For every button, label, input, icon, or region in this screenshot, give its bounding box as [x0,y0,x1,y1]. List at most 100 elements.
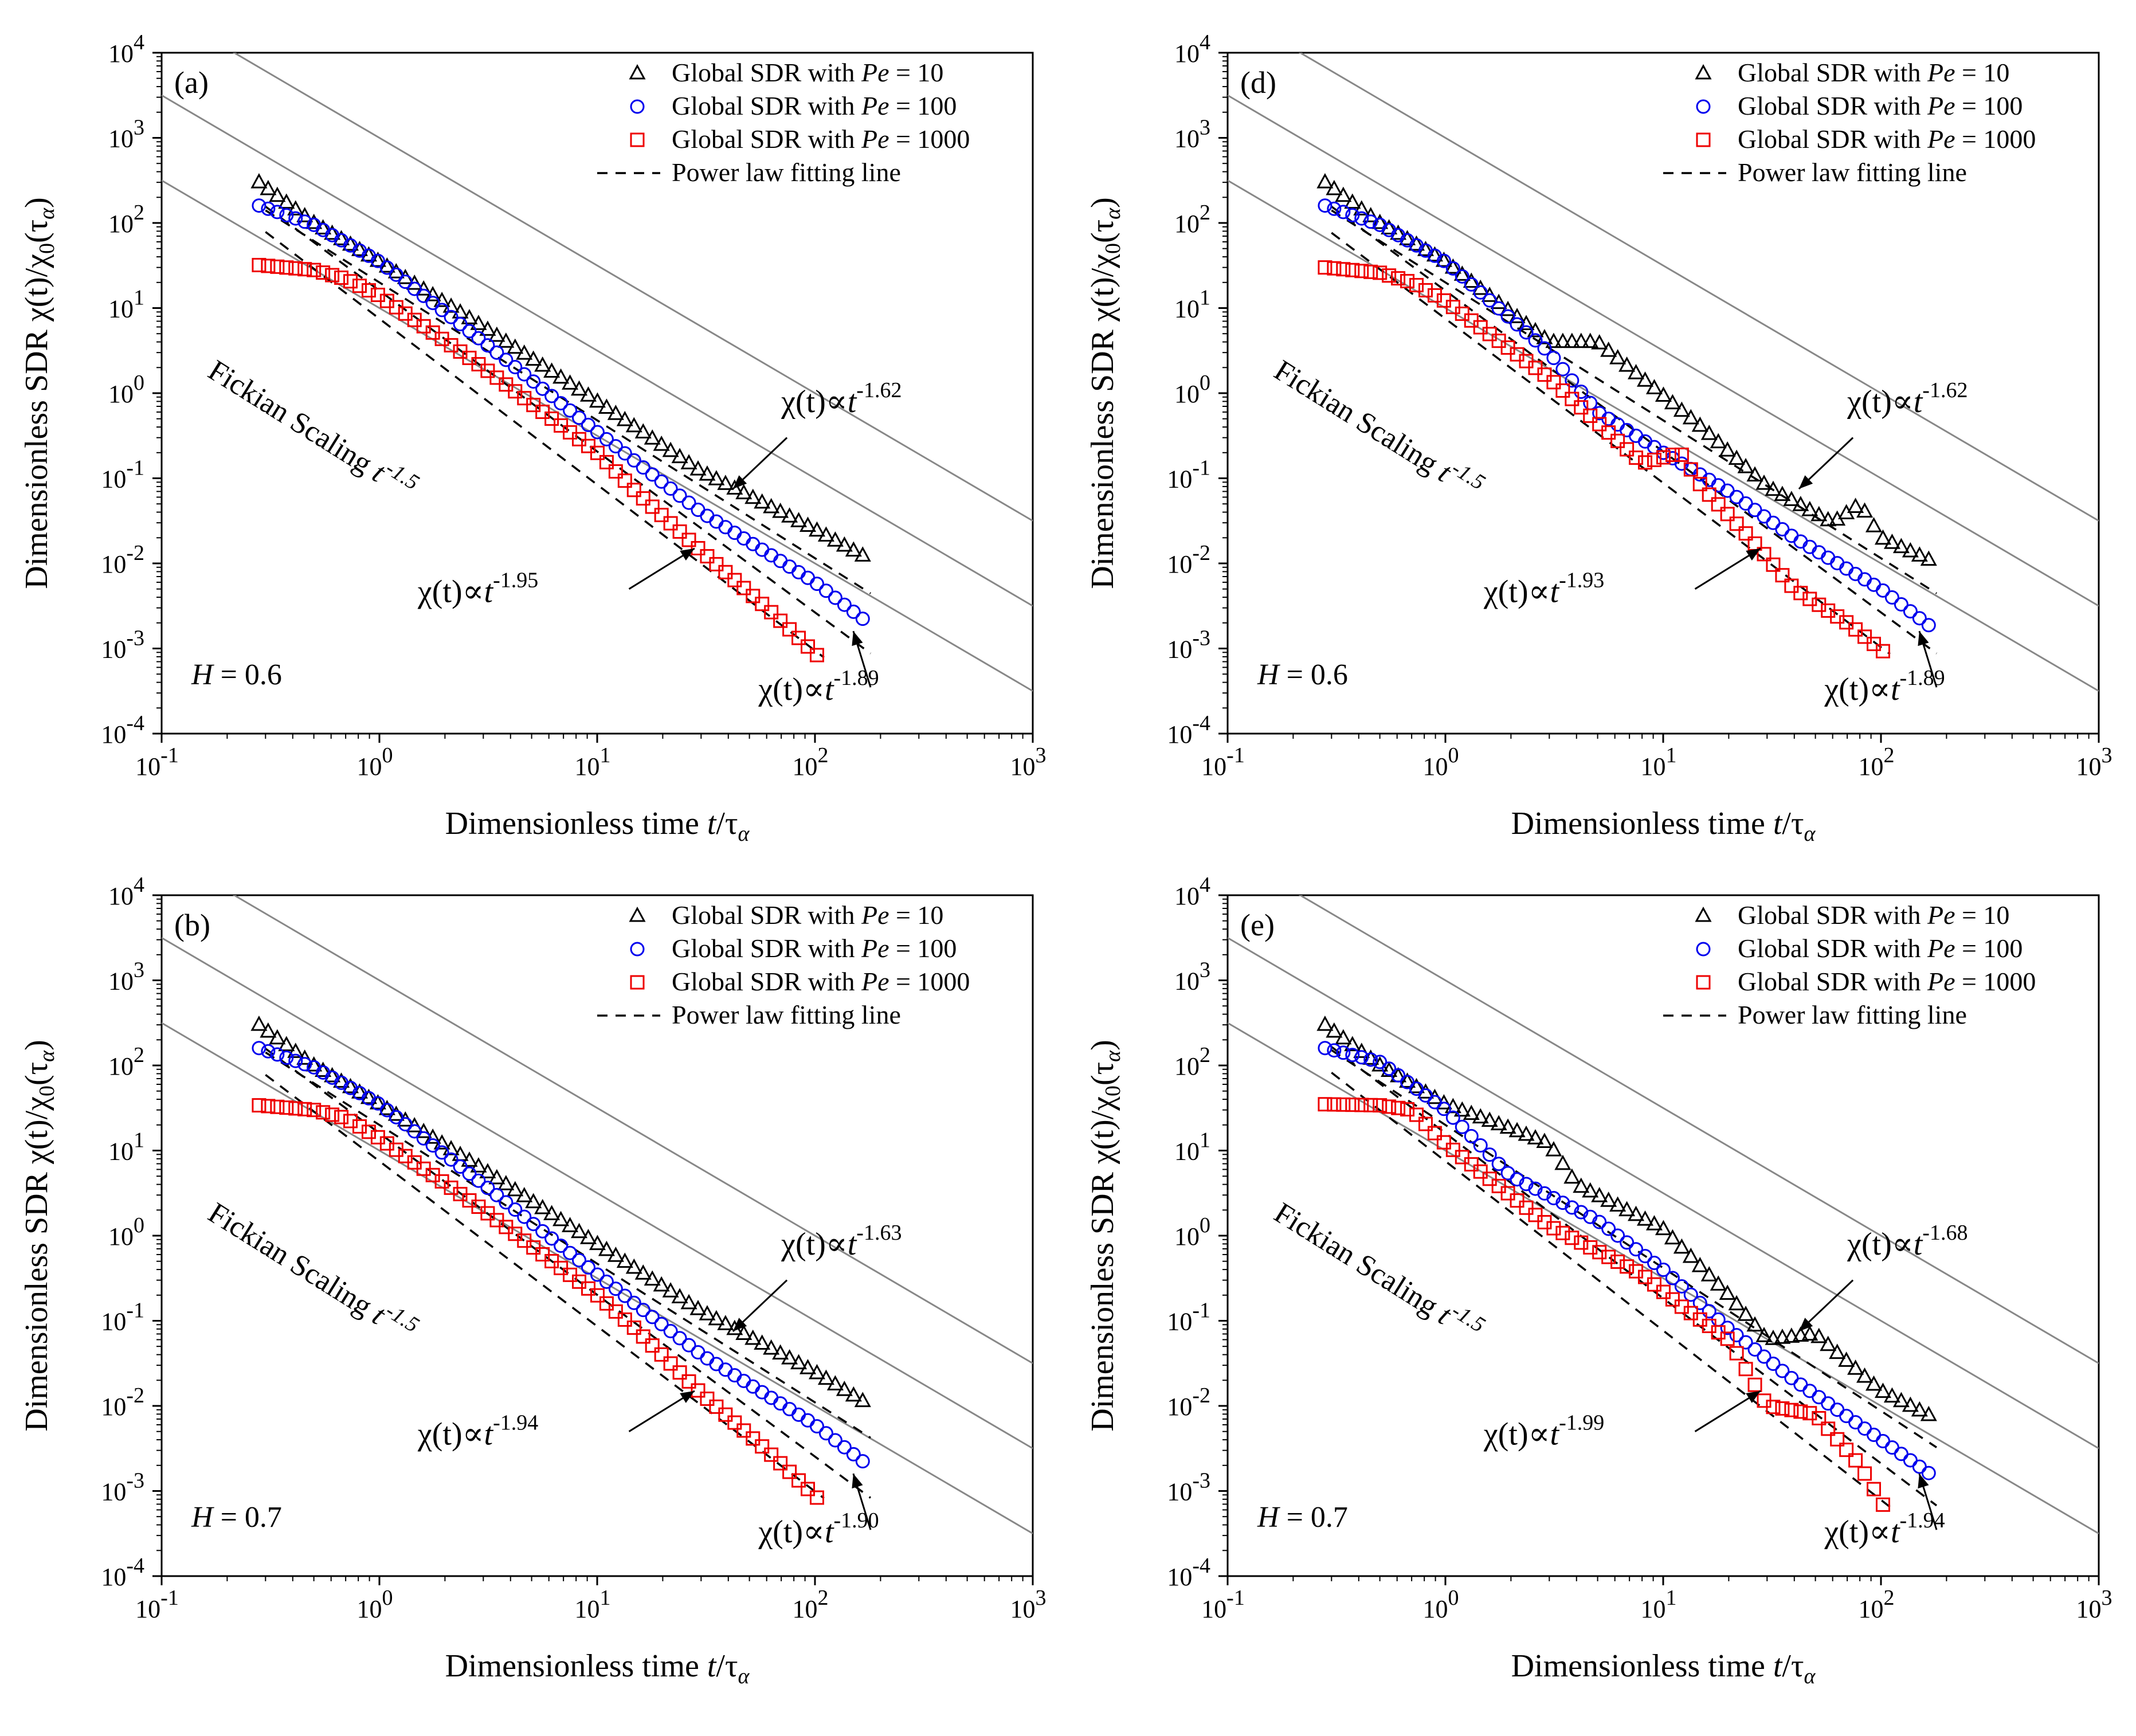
data-point-square [1336,262,1351,277]
data-point-circle [508,359,523,374]
tick-base: 10 [1641,753,1666,781]
data-point-circle [773,1396,788,1411]
data-point-triangle [629,64,646,80]
annotation-arrow-head [732,475,747,489]
data-point-circle [608,439,623,454]
data-point-square [700,549,715,564]
power-law-fit-line [265,231,825,659]
annotation-t: t [1914,1226,1923,1262]
data-point-triangle [744,1329,762,1345]
series-circle [252,198,870,626]
tick-exponent: -4 [1192,1554,1210,1578]
data-point-square [1620,1259,1635,1274]
data-point-circle [471,331,486,346]
legend-pe-value: = 10 [889,58,943,87]
data-point-triangle [1920,1405,1937,1421]
tick-exponent: -1 [1226,1586,1245,1610]
data-point-triangle [699,1305,716,1320]
legend-fit-label: Power law fitting line [1738,158,1967,187]
data-point-triangle [1600,1192,1617,1207]
data-point-square [1738,1362,1753,1377]
data-point-circle [389,267,403,282]
data-point-circle [681,1338,696,1353]
data-point-square [1546,375,1561,390]
data-point-circle [645,1310,660,1324]
tick-base: 10 [135,1595,160,1623]
tick-base: 10 [101,636,126,664]
data-point-square [1867,1482,1882,1496]
legend-pe: Pe [1927,58,1955,87]
data-point-square [1784,1402,1799,1417]
data-point-triangle [1902,542,1919,558]
data-point-circle [1830,1402,1845,1417]
data-point-circle [672,1331,687,1346]
data-point-circle [1455,1119,1469,1134]
chart-panel-b: 10-1 100 101 102 10310-410-310-210-110010110… [19,873,1047,1688]
plot-frame [1226,894,2100,1577]
data-point-triangle [662,441,679,457]
legend-pe: Pe [861,900,889,930]
axis-text: (τ [19,220,54,243]
data-point-circle [425,296,440,311]
data-point-circle [1921,618,1936,633]
x-tick-label: 100 [357,743,393,781]
data-point-triangle [634,423,652,439]
panel-label: (d) [1240,65,1276,100]
y-tick-label: 10-1 [1167,456,1210,493]
data-point-triangle [1746,466,1763,482]
data-point-square [279,260,294,275]
data-point-square [361,1124,376,1139]
data-point-square [672,524,687,539]
data-point-triangle [1636,371,1654,387]
data-point-circle [1336,205,1351,220]
data-point-triangle [1508,1122,1526,1138]
data-point-triangle [1645,379,1663,394]
data-point-triangle [516,344,533,360]
data-point-circle [489,345,504,360]
axis-text: Dimensionless time [1511,806,1773,841]
data-point-square [297,262,312,277]
data-point-circle [1802,539,1817,554]
data-point-circle [636,1303,650,1318]
tick-exponent: 1 [600,1586,611,1610]
data-point-circle [1692,1295,1707,1310]
data-point-square [764,605,779,620]
data-point-triangle [1728,449,1745,465]
data-point-triangle [1563,1168,1581,1184]
data-point-triangle [808,1363,826,1380]
data-point-circle [718,520,733,535]
data-point-triangle [1746,1316,1763,1332]
data-point-triangle [772,1344,789,1360]
data-point-square [1546,1221,1561,1236]
data-point-square [252,257,266,272]
data-point-square [1574,400,1589,415]
h-value-label: H = 0.7 [191,1501,282,1534]
annotation-exponent: -1.89 [834,666,879,690]
annotation-arrow-head [852,1474,863,1489]
data-point-circle [828,1433,842,1448]
y-tick-label: 10-2 [1167,541,1210,578]
annotation-arrow-head [680,548,695,561]
plot-area [1228,53,2099,692]
data-point-square [599,1296,614,1311]
data-point-square [1363,264,1378,279]
data-point-circle [1839,1409,1854,1424]
series-square [252,257,824,663]
legend-pe: Pe [861,91,889,120]
data-point-circle [1592,1214,1607,1229]
annotation-exponent: -1.93 [1559,569,1604,593]
data-point-square [617,473,632,488]
y-tick-label: 104 [1174,30,1210,68]
x-tick-label: 103 [2076,743,2113,781]
annotation-chi: χ(t)∝ [1847,1226,1914,1262]
legend-entry-label: Global SDR with Pe = 100 [672,934,957,963]
data-point-triangle [1829,1343,1846,1359]
data-point-circle [1546,351,1561,366]
data-point-circle [1336,1045,1351,1060]
data-point-square [1629,450,1644,465]
data-point-triangle [1710,1275,1727,1291]
h-value-label: H = 0.6 [1257,659,1348,691]
data-point-circle [572,410,587,425]
data-point-circle [727,526,742,540]
y-tick-label: 100 [108,1213,144,1251]
